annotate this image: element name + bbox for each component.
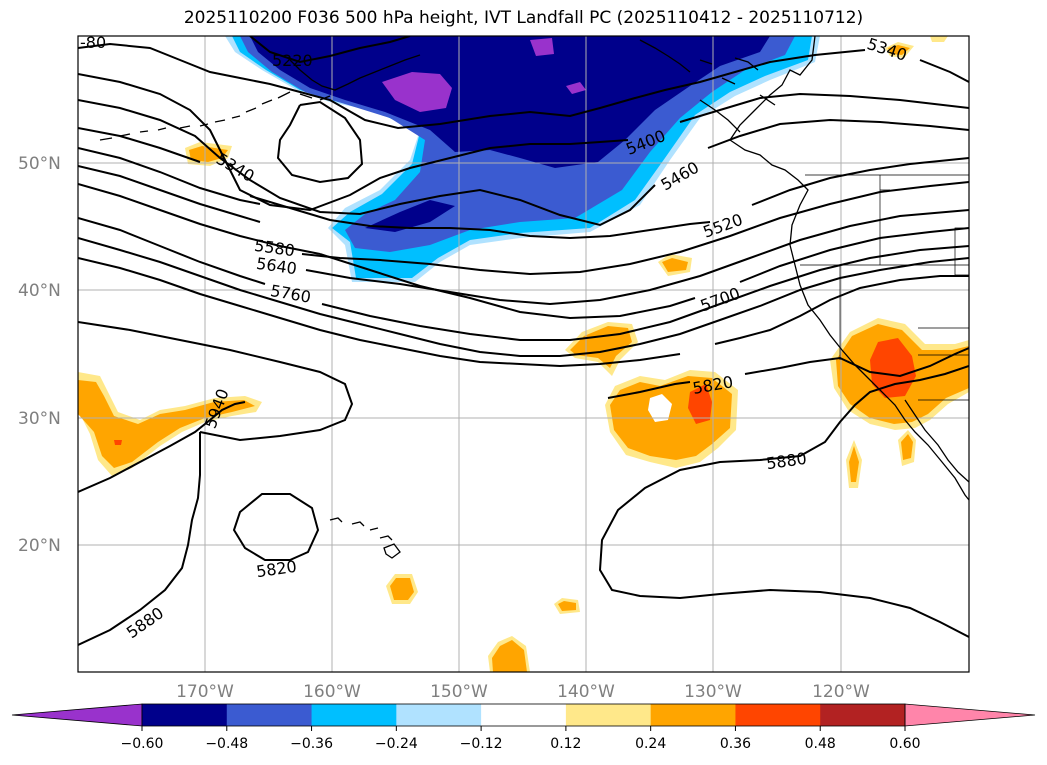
contour-5820-main xyxy=(607,381,691,399)
colorbar-segment xyxy=(735,704,821,726)
contour-5520 xyxy=(249,195,711,240)
longitude-axis: 170°W 160°W 150°W 140°W 130°W 120°W xyxy=(176,682,870,702)
shade-pos-k-orange xyxy=(888,45,910,55)
shade-pos-a-orange xyxy=(189,146,228,162)
colorbar-segment xyxy=(565,704,652,726)
shade-pos-j-orange xyxy=(492,640,527,672)
shade-pos-l xyxy=(930,36,948,42)
contour-5280-loop xyxy=(276,100,364,184)
positive-ivt-shading xyxy=(78,36,969,672)
contour-label-neg80: -80 xyxy=(80,33,106,52)
colorbar-segment xyxy=(481,704,567,726)
contour-5880-east xyxy=(598,365,969,638)
coastlines xyxy=(99,36,969,559)
colorbar-tick-label: 0.36 xyxy=(720,736,751,752)
contour-5700-west xyxy=(78,183,321,255)
shade-purple-3 xyxy=(566,82,586,94)
contour-5220 xyxy=(249,36,411,64)
contour-5940 xyxy=(78,401,246,493)
contour-5790 xyxy=(78,237,969,357)
contour-5820-north xyxy=(78,257,681,368)
contour-5820-loop xyxy=(232,493,320,561)
colorbar-tick-label: 0.24 xyxy=(635,736,666,752)
alaska-coast xyxy=(289,54,421,91)
colorbar-outline xyxy=(141,703,906,727)
contour-5760 xyxy=(321,245,969,341)
shade-purple-2 xyxy=(530,38,554,56)
contour-5340-north xyxy=(78,42,866,130)
colorbar: −0.60 −0.48 −0.36 −0.24 −0.12 0.12 0.24 0.36 0.4… xyxy=(11,703,1036,752)
shade-navy-lower xyxy=(365,200,455,232)
colorbar-tick-label: 0.60 xyxy=(889,736,920,752)
shade-pos-g-orange xyxy=(849,446,859,482)
plot-frame xyxy=(77,35,970,673)
lat-label-40: 40°N xyxy=(18,281,61,301)
contour-5520-west xyxy=(78,127,201,163)
map-plot-area: -80 5220 5340 5340 5400 5460 5520 5580 5… xyxy=(78,33,969,672)
contour-5640-mid xyxy=(305,209,969,306)
lon-label-120w: 120°W xyxy=(812,682,870,702)
contour-5460-east xyxy=(707,118,969,149)
bc-islands xyxy=(639,39,776,133)
shade-pos-west-red xyxy=(114,440,122,445)
colorbar-segment xyxy=(650,704,736,726)
shade-pos-i-orange xyxy=(558,601,576,611)
colorbar-tick-label: −0.12 xyxy=(460,736,503,752)
shade-purple-1 xyxy=(382,72,452,112)
shade-pos-h-orange xyxy=(390,578,414,600)
contour-5400 xyxy=(78,73,629,212)
lon-label-160w: 160°W xyxy=(303,682,361,702)
shade-pos-f-orange xyxy=(901,434,913,460)
lon-label-130w: 130°W xyxy=(684,682,742,702)
shade-pos-d-hole xyxy=(648,394,672,422)
colorbar-extend-low xyxy=(11,703,143,727)
colorbar-segment xyxy=(142,704,228,726)
shade-navy xyxy=(250,36,770,168)
hawaii-islands xyxy=(329,517,401,559)
contour-5700 xyxy=(319,253,696,320)
north-america-coast xyxy=(729,36,969,501)
contour-5820-north-b xyxy=(714,275,969,345)
colorbar-tick-label: −0.48 xyxy=(205,736,248,752)
contour-5580 xyxy=(78,147,261,205)
colorbar-tick-label: 0.12 xyxy=(550,736,581,752)
negative-ivt-shading xyxy=(225,36,820,282)
lon-label-170w: 170°W xyxy=(176,682,234,702)
baja-gulf-coast xyxy=(904,399,969,483)
colorbar-tick-label: −0.24 xyxy=(375,736,418,752)
shade-pos-d-red xyxy=(688,384,712,424)
shade-pos-west-orange xyxy=(78,380,255,468)
colorbar-segment xyxy=(820,704,906,726)
contour-5880-west xyxy=(78,432,201,646)
contour-5400-east xyxy=(679,92,969,123)
colorbar-segment xyxy=(311,704,397,726)
lon-label-150w: 150°W xyxy=(430,682,488,702)
map-title: 2025110200 F036 500 hPa height, IVT Land… xyxy=(183,8,864,28)
lat-label-50: 50°N xyxy=(18,154,61,174)
height-contours xyxy=(78,36,969,646)
contour-5820-south xyxy=(78,321,354,442)
contour-label-5220: 5220 xyxy=(272,51,313,70)
contour-5640 xyxy=(78,165,261,223)
contour-5820-main-b xyxy=(744,347,969,378)
latitude-axis: 50°N 40°N 30°N 20°N xyxy=(18,154,61,556)
contour-5340-tail xyxy=(919,59,969,83)
lon-label-140w: 140°W xyxy=(557,682,615,702)
colorbar-tick-label: 0.48 xyxy=(805,736,836,752)
colorbar-tick-label: −0.36 xyxy=(290,736,333,752)
colorbar-tick-label: −0.60 xyxy=(121,736,164,752)
contour-5760-west xyxy=(78,217,266,285)
colorbar-segment xyxy=(396,704,482,726)
lat-label-20: 20°N xyxy=(18,536,61,556)
contour-5700-east xyxy=(739,227,969,283)
lat-label-30: 30°N xyxy=(18,409,61,429)
colorbar-extend-high xyxy=(904,703,1036,727)
shade-pos-b-orange xyxy=(662,258,688,272)
contour-5580-mid xyxy=(301,181,969,276)
contour-5520-east xyxy=(751,157,969,206)
colorbar-segment xyxy=(226,704,313,726)
contour-5460 xyxy=(78,99,656,227)
